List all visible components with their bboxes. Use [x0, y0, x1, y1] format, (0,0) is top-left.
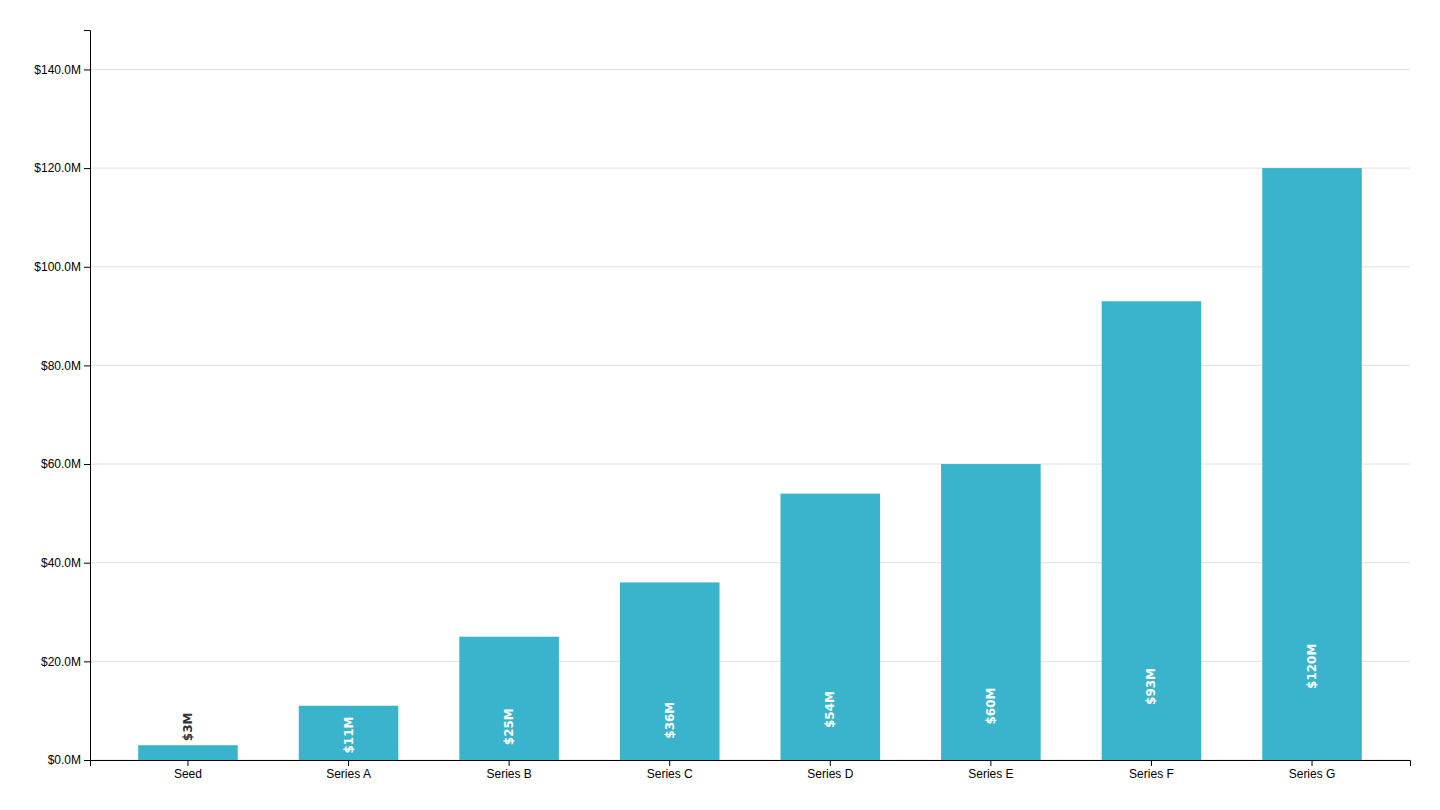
- x-tick-mark: [509, 760, 510, 766]
- grid-line: [90, 168, 1410, 169]
- y-tick-label: $80.0M: [41, 359, 81, 373]
- x-tick-label: Series D: [807, 767, 853, 781]
- data-labels: $3M $11M $25M $36M $54M $60M $93M $120M: [181, 644, 1319, 754]
- y-tick: $140.0M: [34, 63, 90, 77]
- y-tick-mark: [84, 760, 90, 761]
- x-tick: Series D: [807, 760, 853, 781]
- x-tick-mark: [348, 760, 349, 766]
- chart-container: $0.0M $20.0M $40.0M $60.0M $80.0M $100.0M $120…: [0, 0, 1440, 810]
- bar: [299, 706, 399, 760]
- bar: [1262, 168, 1362, 760]
- y-axis-line: [84, 31, 91, 761]
- x-tick: Seed: [174, 760, 202, 781]
- x-tick: Series C: [647, 760, 693, 781]
- y-tick: $0.0M: [48, 753, 90, 767]
- y-tick-label: $100.0M: [34, 260, 81, 274]
- bar: [138, 745, 238, 760]
- y-tick: $120.0M: [34, 161, 90, 175]
- x-tick: Series E: [968, 760, 1013, 781]
- x-tick: Series A: [326, 760, 371, 781]
- plot: $0.0M $20.0M $40.0M $60.0M $80.0M $100.0M $120…: [34, 31, 1410, 781]
- data-label: $120M: [1305, 644, 1319, 689]
- x-tick-mark: [187, 760, 188, 766]
- x-tick-mark: [1312, 760, 1313, 766]
- x-tick-mark: [830, 760, 831, 766]
- bar: [1102, 301, 1202, 760]
- y-tick-mark: [84, 661, 90, 662]
- data-label: $3M: [181, 713, 195, 742]
- x-tick-label: Series E: [968, 767, 1013, 781]
- y-tick-mark: [84, 267, 90, 268]
- x-axis: Seed Series A Series B Series C Series D Seri…: [91, 760, 1411, 781]
- y-tick: $80.0M: [41, 359, 90, 373]
- bar: [781, 494, 881, 760]
- grid-line: [90, 464, 1410, 465]
- y-tick: $100.0M: [34, 260, 90, 274]
- x-tick-label: Series B: [486, 767, 531, 781]
- data-label: $93M: [1144, 668, 1158, 705]
- y-tick-mark: [84, 365, 90, 366]
- y-tick: $40.0M: [41, 556, 90, 570]
- x-tick-label: Series F: [1129, 767, 1174, 781]
- bar: [620, 582, 720, 760]
- y-tick-mark: [84, 464, 90, 465]
- y-tick-label: $140.0M: [34, 63, 81, 77]
- y-tick-label: $20.0M: [41, 655, 81, 669]
- x-axis-line: [91, 761, 1411, 767]
- x-tick: Series G: [1289, 760, 1336, 781]
- y-tick-label: $120.0M: [34, 161, 81, 175]
- y-tick-mark: [84, 168, 90, 169]
- grid: [90, 69, 1410, 760]
- x-tick-mark: [990, 760, 991, 766]
- y-tick-label: $40.0M: [41, 556, 81, 570]
- bars: [138, 168, 1362, 760]
- y-tick: $60.0M: [41, 457, 90, 471]
- grid-line: [90, 266, 1410, 267]
- data-label: $36M: [663, 702, 677, 739]
- y-tick-mark: [84, 69, 90, 70]
- x-tick: Series F: [1129, 760, 1174, 781]
- y-tick: $20.0M: [41, 655, 90, 669]
- x-tick-mark: [669, 760, 670, 766]
- data-label: $54M: [823, 691, 837, 728]
- data-label: $60M: [984, 687, 998, 724]
- y-tick-label: $60.0M: [41, 457, 81, 471]
- x-tick-label: Series A: [326, 767, 371, 781]
- bar: [459, 637, 559, 760]
- x-tick-label: Series C: [647, 767, 693, 781]
- y-tick-label: $0.0M: [48, 753, 81, 767]
- grid-line: [90, 69, 1410, 70]
- y-axis: $0.0M $20.0M $40.0M $60.0M $80.0M $100.0M $120…: [34, 31, 90, 768]
- x-tick: Series B: [486, 760, 531, 781]
- chart-svg: $0.0M $20.0M $40.0M $60.0M $80.0M $100.0M $120…: [0, 0, 1440, 810]
- grid-line: [90, 365, 1410, 366]
- grid-line: [90, 661, 1410, 662]
- grid-line: [90, 562, 1410, 563]
- x-tick-label: Seed: [174, 767, 202, 781]
- y-tick-mark: [84, 563, 90, 564]
- data-label: $11M: [342, 716, 356, 753]
- x-tick-mark: [1151, 760, 1152, 766]
- data-label: $25M: [502, 708, 516, 745]
- x-tick-label: Series G: [1289, 767, 1336, 781]
- bar: [941, 464, 1041, 760]
